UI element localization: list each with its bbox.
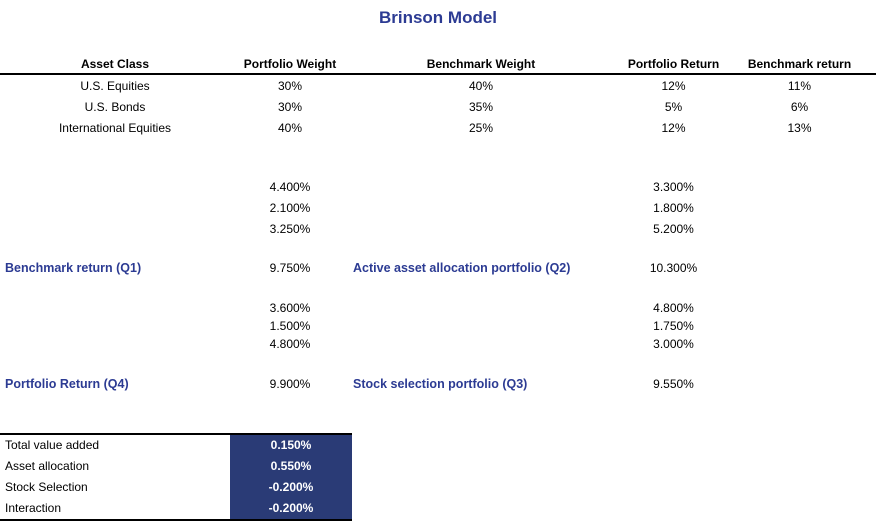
column-header-benchmark-return: Benchmark return xyxy=(747,57,852,71)
weight-contribution-cell: 1.500% xyxy=(269,319,311,333)
q1-value: 9.750% xyxy=(269,261,311,275)
q4-q3-result-row: Portfolio Return (Q4) 9.900% Stock selec… xyxy=(0,374,876,395)
column-header-benchmark-weight: Benchmark Weight xyxy=(426,57,536,71)
attribution-value: 0.550% xyxy=(230,456,352,477)
table-row: U.S. Equities 30% 40% 12% 11% xyxy=(0,76,876,97)
return-contribution-cell: 3.300% xyxy=(653,180,694,194)
portfolio-contribution-row: 4.800% 3.000% xyxy=(0,335,876,353)
q1-label: Benchmark return (Q1) xyxy=(5,261,142,275)
attribution-value: -0.200% xyxy=(230,498,352,519)
portfolio-return-cell: 5% xyxy=(664,100,683,114)
benchmark-contribution-row: 4.400% 3.300% xyxy=(0,177,876,198)
column-header-asset-class: Asset Class xyxy=(80,57,150,71)
weight-contribution-cell: 4.800% xyxy=(269,337,311,351)
benchmark-return-cell: 11% xyxy=(787,79,812,93)
header-divider-line xyxy=(0,73,876,75)
attribution-label: Interaction xyxy=(5,501,62,515)
table-row: U.S. Bonds 30% 35% 5% 6% xyxy=(0,97,876,118)
return-contribution-cell: 1.800% xyxy=(653,201,694,215)
return-contribution-cell: 4.800% xyxy=(653,301,694,315)
portfolio-weight-cell: 40% xyxy=(277,121,303,135)
q1-q2-result-row: Benchmark return (Q1) 9.750% Active asse… xyxy=(0,258,876,279)
q2-label: Active asset allocation portfolio (Q2) xyxy=(353,261,571,275)
q3-label: Stock selection portfolio (Q3) xyxy=(353,377,528,391)
portfolio-return-cell: 12% xyxy=(661,121,686,135)
column-header-portfolio-weight: Portfolio Weight xyxy=(243,57,337,71)
attribution-value: 0.150% xyxy=(230,435,352,456)
attribution-row: Total value added 0.150% xyxy=(0,435,352,456)
q4-label: Portfolio Return (Q4) xyxy=(5,377,129,391)
table-header-row: Asset Class Portfolio Weight Benchmark W… xyxy=(0,55,876,73)
benchmark-contribution-row: 3.250% 5.200% xyxy=(0,219,876,240)
benchmark-weight-cell: 25% xyxy=(468,121,494,135)
weight-contribution-cell: 2.100% xyxy=(269,201,311,215)
attribution-summary-box: Total value added 0.150% Asset allocatio… xyxy=(0,433,352,521)
attribution-label: Asset allocation xyxy=(5,459,90,473)
table-row: International Equities 40% 25% 12% 13% xyxy=(0,118,876,139)
column-header-portfolio-return: Portfolio Return xyxy=(627,57,720,71)
portfolio-return-cell: 12% xyxy=(661,79,686,93)
return-contribution-cell: 5.200% xyxy=(653,222,694,236)
portfolio-weight-cell: 30% xyxy=(277,79,303,93)
attribution-row: Stock Selection -0.200% xyxy=(0,477,352,498)
q2-value: 10.300% xyxy=(649,261,698,275)
asset-class-cell: U.S. Bonds xyxy=(84,100,146,114)
attribution-label: Total value added xyxy=(5,438,100,452)
page-title: Brinson Model xyxy=(378,8,498,27)
asset-class-cell: U.S. Equities xyxy=(80,79,150,93)
portfolio-contribution-row: 3.600% 4.800% xyxy=(0,299,876,317)
weight-contribution-cell: 4.400% xyxy=(269,180,311,194)
q3-value: 9.550% xyxy=(653,377,694,391)
attribution-value: -0.200% xyxy=(230,477,352,498)
return-contribution-cell: 1.750% xyxy=(653,319,694,333)
return-contribution-cell: 3.000% xyxy=(653,337,694,351)
benchmark-contribution-row: 2.100% 1.800% xyxy=(0,198,876,219)
benchmark-return-cell: 6% xyxy=(790,100,809,114)
benchmark-weight-cell: 35% xyxy=(468,100,494,114)
attribution-row: Asset allocation 0.550% xyxy=(0,456,352,477)
portfolio-contribution-row: 1.500% 1.750% xyxy=(0,317,876,335)
attribution-row: Interaction -0.200% xyxy=(0,498,352,519)
q4-value: 9.900% xyxy=(269,377,311,391)
attribution-label: Stock Selection xyxy=(5,480,88,494)
weight-contribution-cell: 3.250% xyxy=(269,222,311,236)
portfolio-weight-cell: 30% xyxy=(277,100,303,114)
benchmark-return-cell: 13% xyxy=(787,121,812,135)
asset-class-cell: International Equities xyxy=(58,121,172,135)
weight-contribution-cell: 3.600% xyxy=(269,301,311,315)
benchmark-weight-cell: 40% xyxy=(468,79,494,93)
